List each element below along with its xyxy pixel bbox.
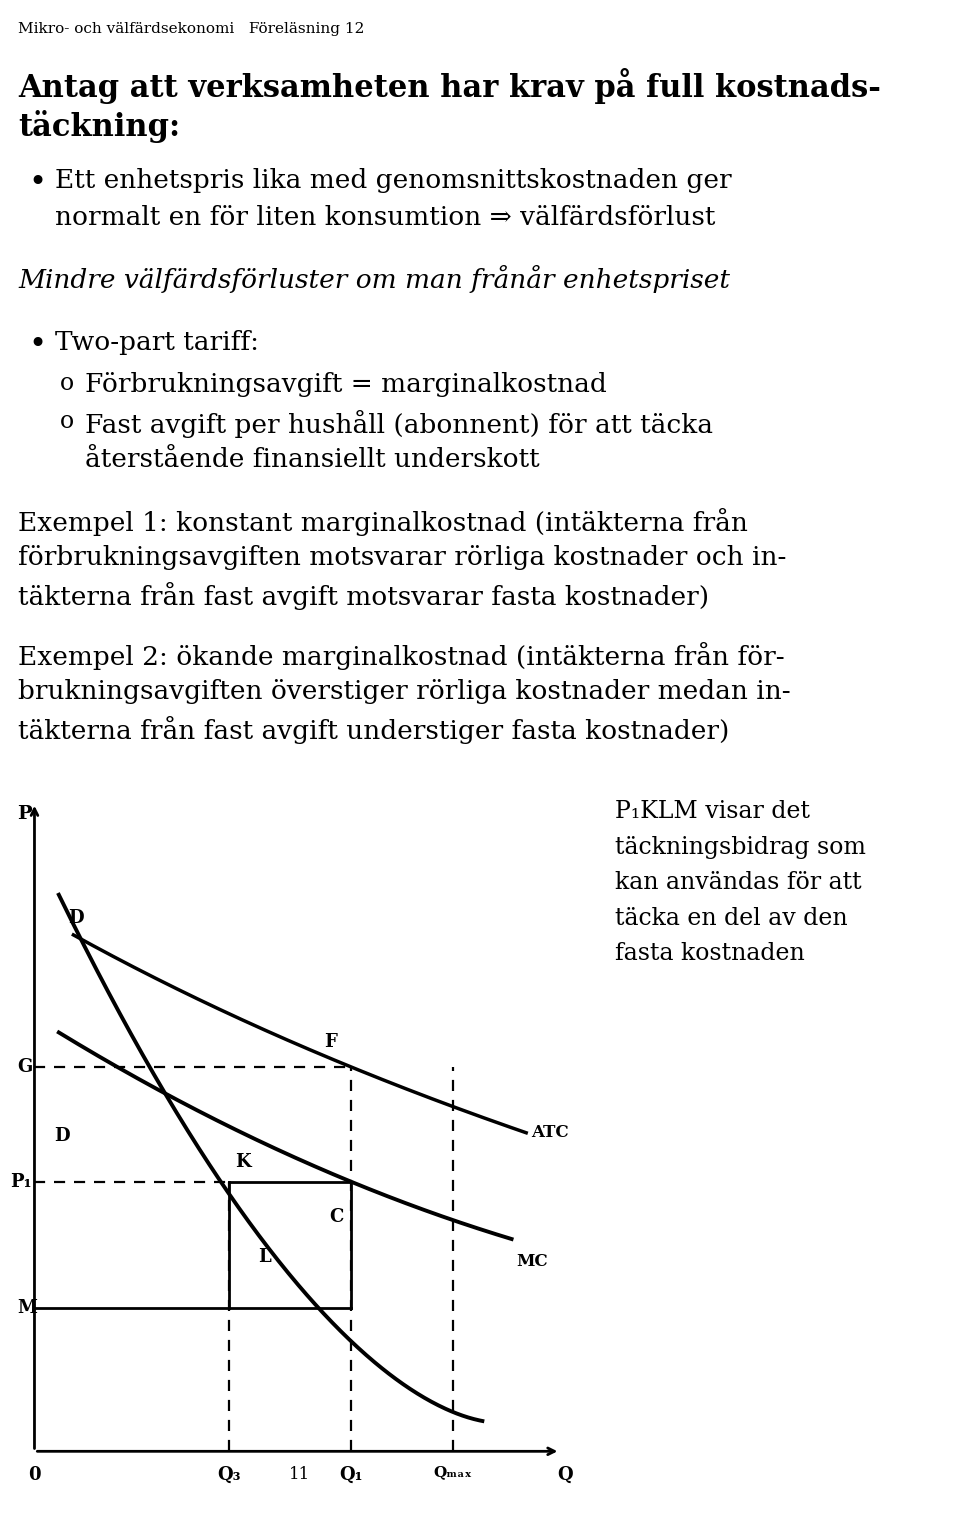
Text: F: F [324,1033,337,1051]
Text: 11: 11 [289,1465,310,1483]
Text: D: D [68,909,84,927]
Text: D: D [54,1127,69,1145]
Text: Q₃: Q₃ [218,1465,241,1483]
Text: Fast avgift per hushåll (abonnent) för att täcka: Fast avgift per hushåll (abonnent) för a… [85,411,713,438]
Text: P₁: P₁ [11,1173,32,1191]
Text: 0: 0 [28,1465,40,1483]
Text: L: L [258,1248,271,1267]
Text: K: K [235,1153,251,1171]
Text: M: M [17,1298,37,1317]
Text: MC: MC [516,1253,548,1271]
Text: Ett enhetspris lika med genomsnittskostnaden ger: Ett enhetspris lika med genomsnittskostn… [55,168,732,192]
Text: normalt en för liten konsumtion ⇒ välfärdsförlust: normalt en för liten konsumtion ⇒ välfär… [55,205,715,230]
Text: P: P [17,806,32,824]
Text: ATC: ATC [531,1124,568,1141]
Text: Antag att verksamheten har krav på full kostnads-: Antag att verksamheten har krav på full … [18,68,881,105]
Text: C: C [329,1207,344,1226]
Text: Q₁: Q₁ [339,1465,363,1483]
Text: •: • [28,168,46,198]
Text: Mindre välfärdsförluster om man frånår enhetspriset: Mindre välfärdsförluster om man frånår e… [18,265,730,292]
Text: förbrukningsavgiften motsvarar rörliga kostnader och in-: förbrukningsavgiften motsvarar rörliga k… [18,545,786,570]
Text: Q: Q [558,1465,573,1483]
Text: Exempel 2: ökande marginalkostnad (intäkterna från för-: Exempel 2: ökande marginalkostnad (intäk… [18,642,784,670]
Text: o: o [60,411,74,433]
Text: •: • [28,330,46,361]
Text: Mikro- och välfärdsekonomi   Föreläsning 12: Mikro- och välfärdsekonomi Föreläsning 1… [18,23,365,36]
Text: Two-part tariff:: Two-part tariff: [55,330,259,355]
Text: P₁KLM visar det
täckningsbidrag som
kan användas för att
täcka en del av den
fas: P₁KLM visar det täckningsbidrag som kan … [615,800,866,965]
Text: täkterna från fast avgift motsvarar fasta kostnader): täkterna från fast avgift motsvarar fast… [18,582,709,611]
Text: brukningsavgiften överstiger rörliga kostnader medan in-: brukningsavgiften överstiger rörliga kos… [18,679,791,704]
Text: o: o [60,373,74,395]
Text: Qₘₐₓ: Qₘₐₓ [434,1465,472,1480]
Text: återstående finansiellt underskott: återstående finansiellt underskott [85,447,540,473]
Text: Förbrukningsavgift = marginalkostnad: Förbrukningsavgift = marginalkostnad [85,373,607,397]
Text: G: G [17,1057,33,1076]
Text: täckning:: täckning: [18,111,180,142]
Text: täkterna från fast avgift understiger fasta kostnader): täkterna från fast avgift understiger fa… [18,717,730,744]
Text: Exempel 1: konstant marginalkostnad (intäkterna från: Exempel 1: konstant marginalkostnad (int… [18,508,748,536]
